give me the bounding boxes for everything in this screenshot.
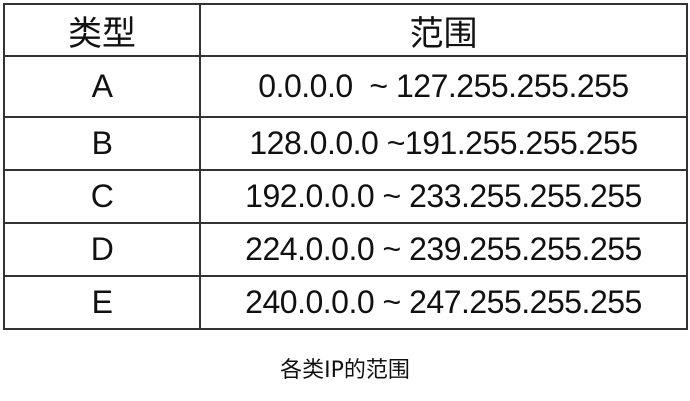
header-row: 类型 范围 (3, 3, 688, 57)
table-row: B 128.0.0.0 ~191.255.255.255 (3, 116, 688, 171)
header-type: 类型 (3, 3, 201, 57)
range-cell: 0.0.0.0 ~ 127.255.255.255 (199, 55, 688, 118)
range-cell: 224.0.0.0 ~ 239.255.255.255 (199, 222, 688, 277)
type-cell: E (3, 275, 201, 330)
table-row: D 224.0.0.0 ~ 239.255.255.255 (3, 222, 688, 277)
type-cell: B (3, 116, 201, 171)
range-cell: 192.0.0.0 ~ 233.255.255.255 (199, 169, 688, 224)
type-cell: D (3, 222, 201, 277)
range-cell: 128.0.0.0 ~191.255.255.255 (199, 116, 688, 171)
range-cell: 240.0.0.0 ~ 247.255.255.255 (199, 275, 688, 330)
header-range: 范围 (199, 3, 688, 57)
table-row: C 192.0.0.0 ~ 233.255.255.255 (3, 169, 688, 224)
table-caption: 各类IP的范围 (280, 358, 410, 383)
type-cell: A (3, 55, 201, 118)
ip-class-table: 类型 范围 A 0.0.0.0 ~ 127.255.255.255 B 128.… (3, 3, 688, 330)
table-row: E 240.0.0.0 ~ 247.255.255.255 (3, 275, 688, 330)
type-cell: C (3, 169, 201, 224)
table-row: A 0.0.0.0 ~ 127.255.255.255 (3, 55, 688, 118)
